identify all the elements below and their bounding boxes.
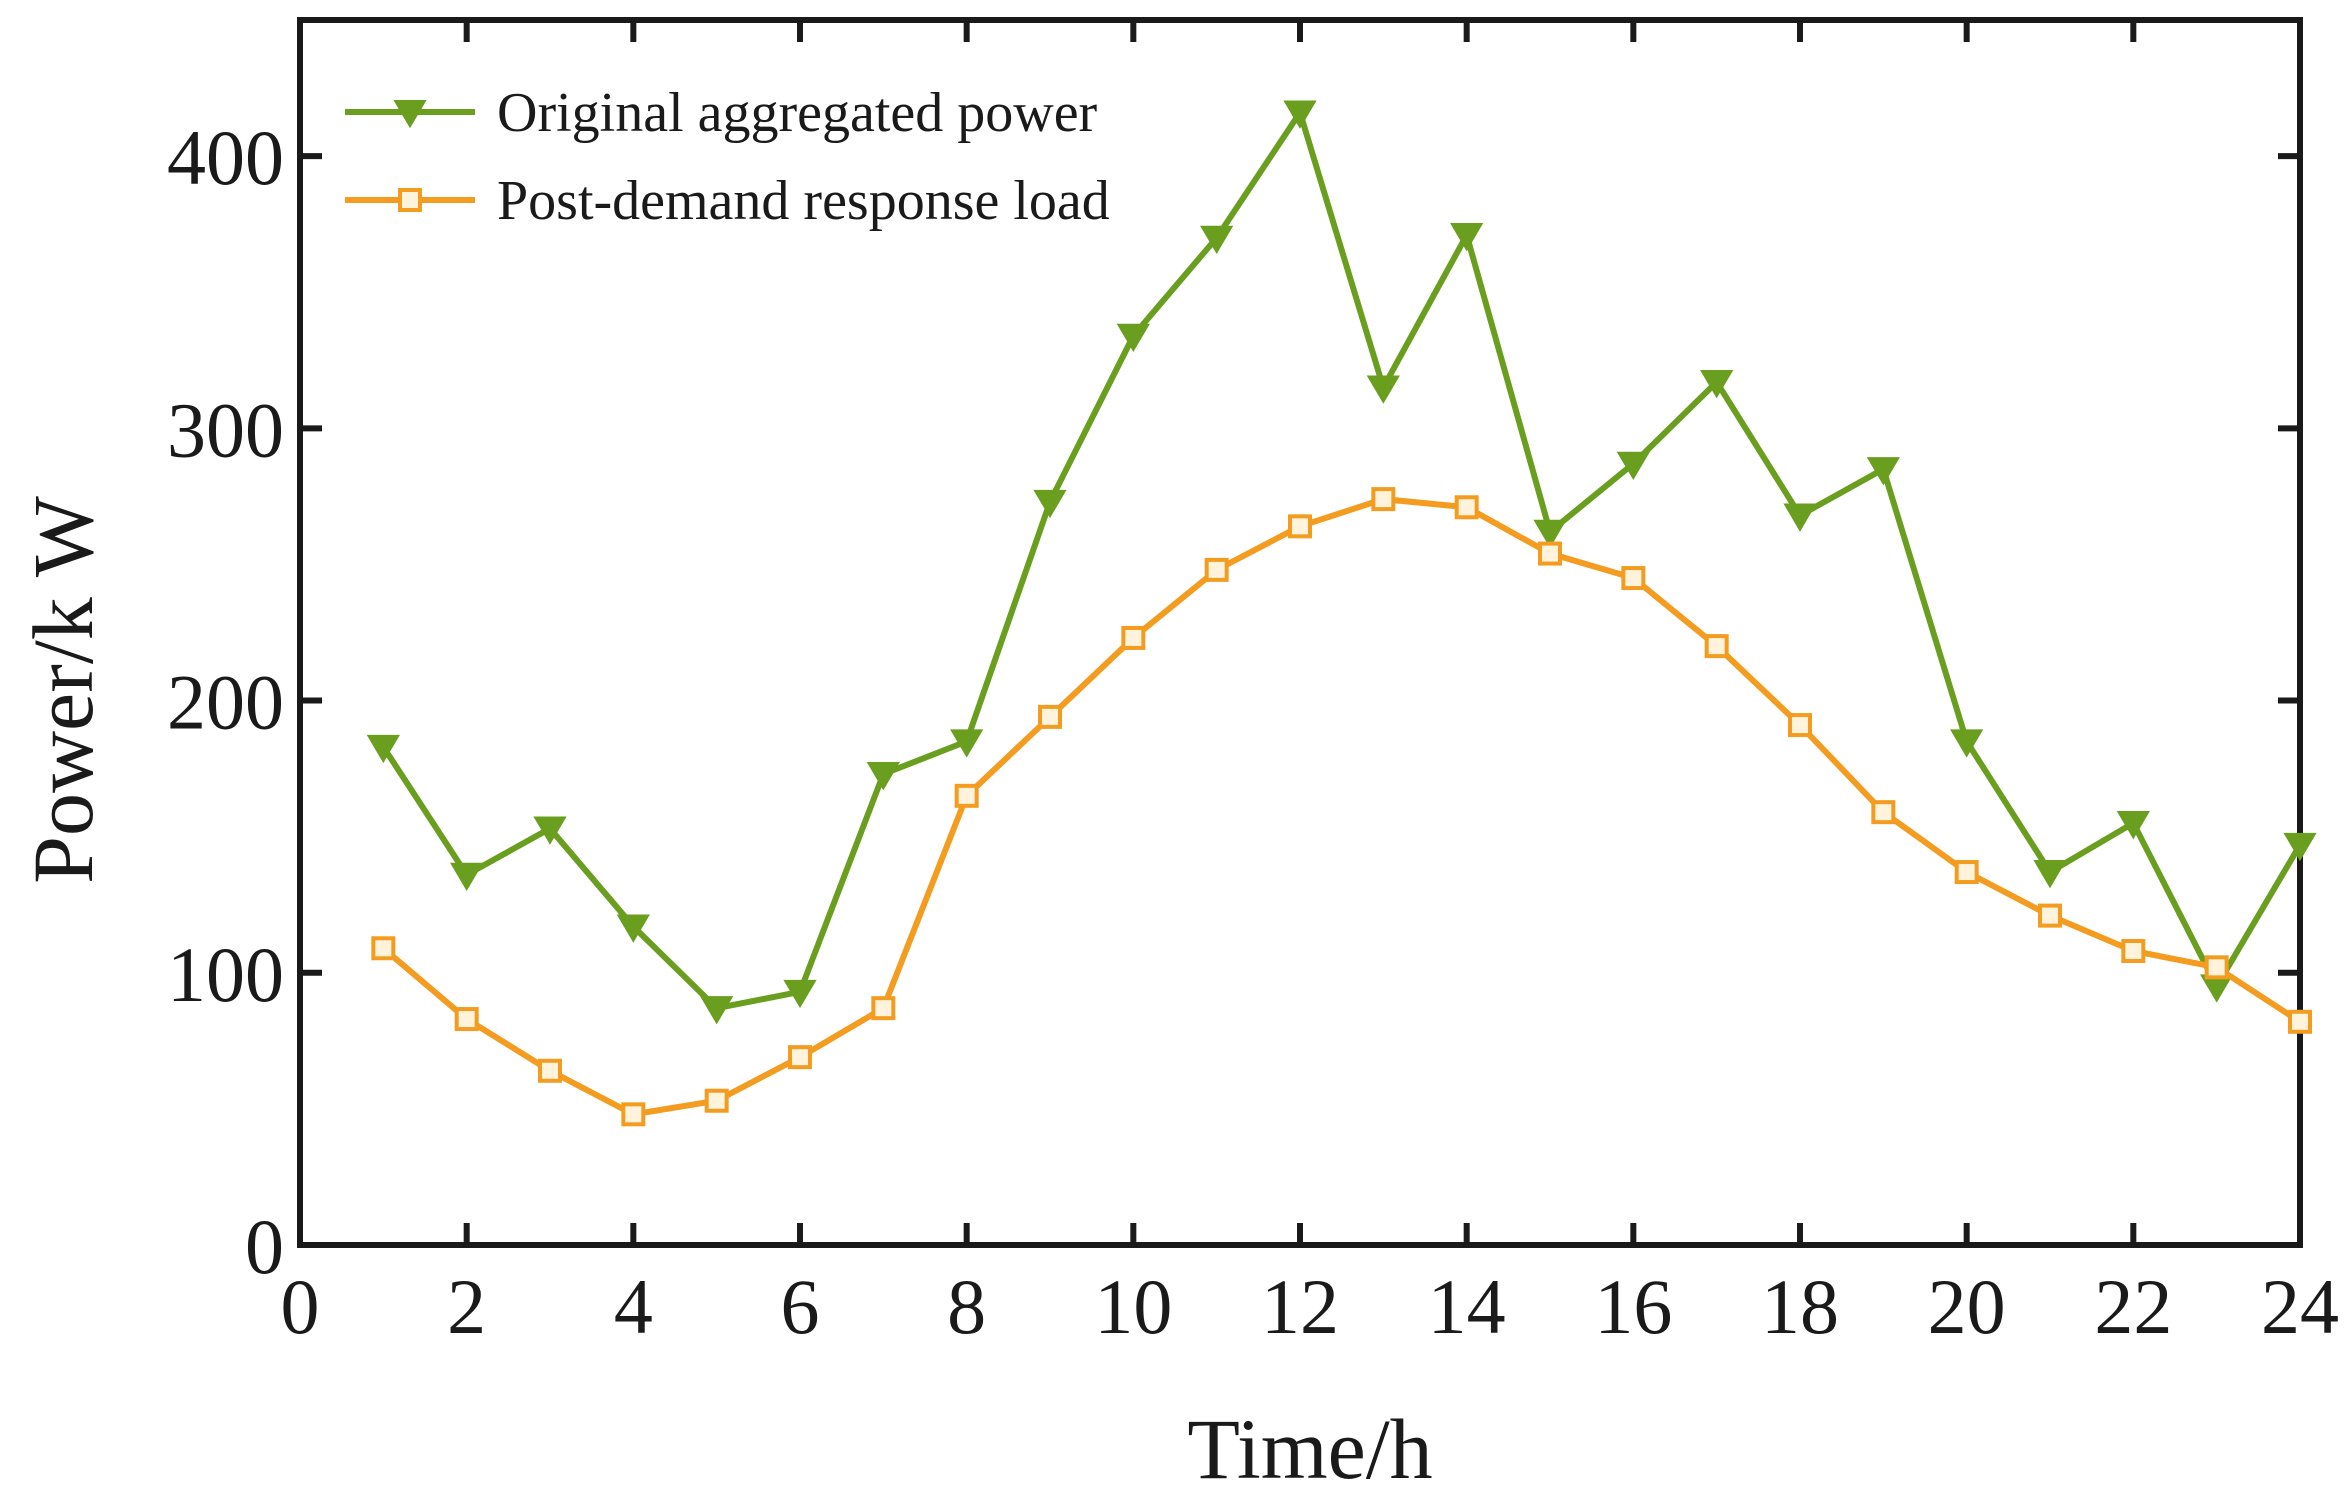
data-point <box>1950 729 1984 758</box>
legend: Original aggregated power Post-demand res… <box>345 82 1110 232</box>
data-point <box>2283 832 2317 862</box>
data-point <box>954 783 979 808</box>
data-point <box>1954 860 1979 885</box>
legend-label: Original aggregated power <box>497 82 1098 144</box>
data-point <box>616 914 650 943</box>
legend-label: Post-demand response load <box>497 170 1110 232</box>
x-tick-label: 20 <box>1928 1263 2006 1350</box>
x-tick-label: 22 <box>2094 1263 2172 1350</box>
y-tick-label: 300 <box>167 386 284 473</box>
data-point <box>1038 704 1062 729</box>
data-point <box>1204 557 1229 582</box>
x-tick-label: 16 <box>1594 1263 1672 1350</box>
data-point <box>700 996 734 1025</box>
data-point <box>2200 974 2234 1003</box>
data-point <box>366 734 400 764</box>
data-point <box>1033 489 1067 519</box>
data-point <box>866 762 900 791</box>
series-2 <box>371 487 2312 1127</box>
data-point <box>788 1045 812 1070</box>
data-point <box>1200 225 1234 255</box>
data-point <box>1700 370 1734 399</box>
data-point <box>450 862 484 892</box>
data-point <box>1871 800 1896 825</box>
y-axis-label: Power/k W <box>15 496 111 884</box>
data-point <box>454 1007 479 1032</box>
data-point <box>1704 634 1729 659</box>
data-point <box>2204 955 2229 980</box>
legend-swatch-marker <box>393 100 427 129</box>
y-tick-label: 200 <box>167 659 284 746</box>
data-point <box>1116 323 1150 353</box>
data-point <box>1616 451 1650 480</box>
x-tick-label: 14 <box>1428 1263 1506 1350</box>
data-point <box>2288 1009 2312 1034</box>
y-tick-label: 400 <box>167 114 284 201</box>
data-point <box>1866 457 1900 486</box>
legend-swatch-marker <box>398 188 422 212</box>
data-point <box>538 1058 562 1083</box>
series-layer <box>366 100 2317 1127</box>
data-point <box>1538 541 1562 566</box>
data-point <box>950 729 984 758</box>
data-point <box>1371 487 1396 512</box>
data-point <box>1288 514 1312 539</box>
x-tick-label: 2 <box>447 1263 486 1350</box>
data-point <box>871 996 896 1021</box>
data-point <box>2038 903 2062 928</box>
x-tick-label: 8 <box>947 1263 986 1350</box>
series-line <box>381 496 2302 1118</box>
data-point <box>1533 519 1567 549</box>
data-point <box>1366 375 1400 404</box>
x-tick-label: 6 <box>781 1263 820 1350</box>
data-point <box>2033 860 2067 889</box>
x-axis-label: Time/h <box>1187 1401 1432 1487</box>
y-tick-label: 100 <box>167 931 284 1018</box>
data-point <box>533 816 567 845</box>
data-point <box>2121 939 2146 963</box>
series-line <box>380 109 2303 1012</box>
data-point <box>783 979 817 1009</box>
x-tick-label: 12 <box>1261 1263 1339 1350</box>
data-point <box>1121 625 1146 650</box>
x-tick-label: 0 <box>281 1263 320 1350</box>
data-point <box>704 1088 729 1113</box>
data-point <box>2116 811 2150 840</box>
data-point <box>1788 713 1812 738</box>
data-point <box>1783 503 1817 532</box>
data-point <box>371 936 396 961</box>
data-point <box>1450 223 1484 252</box>
data-point <box>1283 100 1317 129</box>
x-tick-label: 24 <box>2261 1263 2339 1350</box>
x-tick-label: 18 <box>1761 1263 1839 1350</box>
data-point <box>1621 566 1646 591</box>
y-tick-label: 0 <box>245 1203 284 1290</box>
x-tick-label: 10 <box>1094 1263 1172 1350</box>
x-tick-label: 4 <box>614 1263 653 1350</box>
series-1 <box>366 100 2317 1025</box>
data-point <box>621 1102 646 1127</box>
data-point <box>1454 495 1479 520</box>
